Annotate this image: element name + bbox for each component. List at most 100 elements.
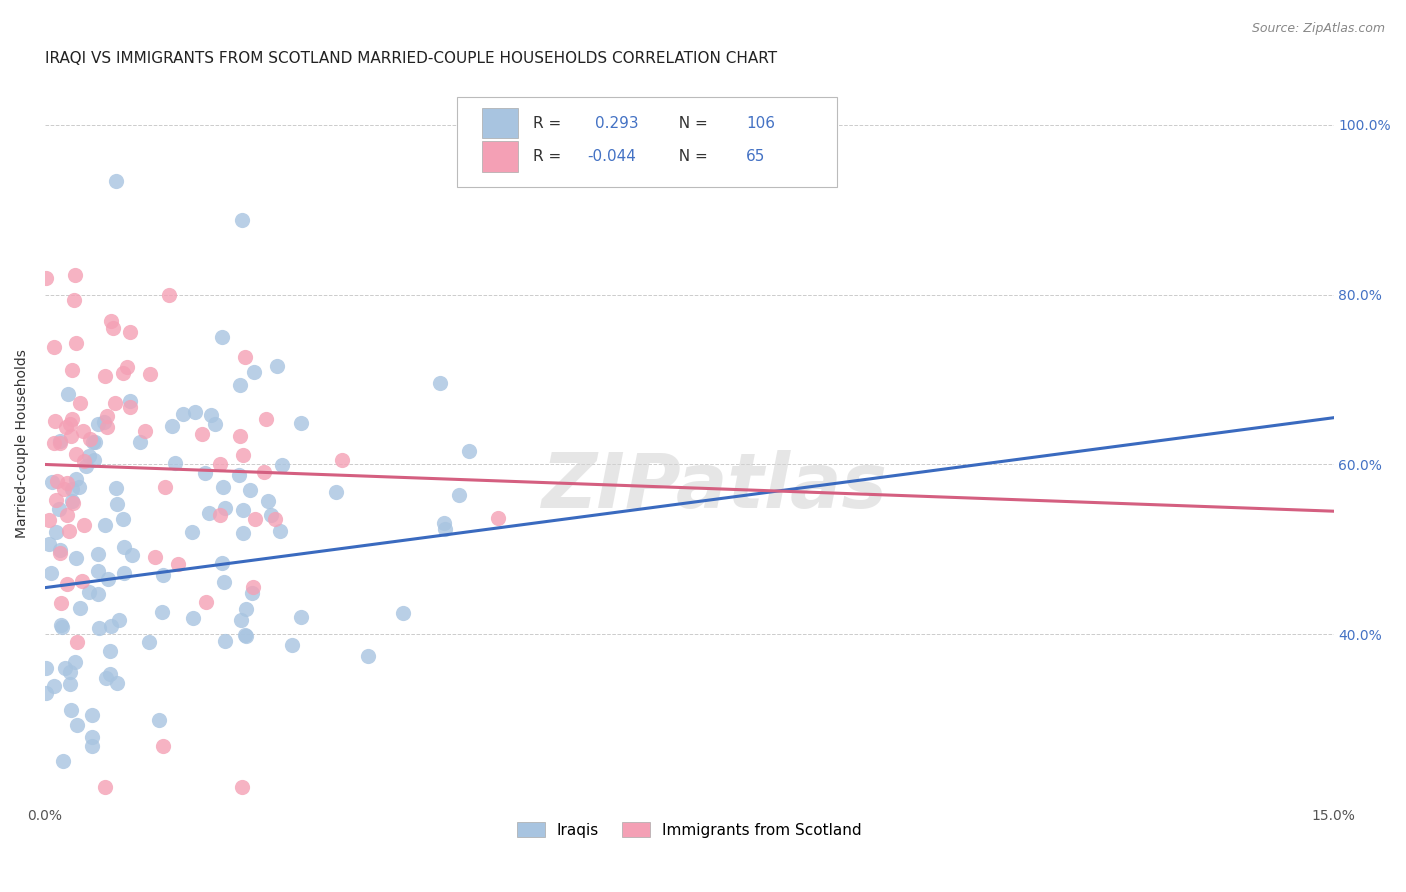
Point [45, 474, 67, 488]
Point [112, 566, 135, 580]
Point [63, 655, 86, 669]
Point [51, 619, 73, 633]
Point [458, 443, 481, 458]
Point [42, 436, 65, 450]
Point [65, 472, 87, 486]
Point [77, 450, 100, 464]
Point [52, 754, 75, 768]
Point [55, 577, 77, 591]
Point [56, 475, 79, 490]
Point [59, 417, 82, 431]
Point [243, 512, 266, 526]
Point [82, 708, 104, 723]
Point [128, 434, 150, 449]
Point [49, 434, 72, 448]
Point [42, 341, 65, 355]
Point [165, 456, 187, 470]
Point [96, 409, 118, 423]
Point [60, 482, 83, 496]
Point [269, 524, 291, 538]
Point [280, 638, 302, 652]
FancyBboxPatch shape [457, 96, 838, 186]
Point [139, 367, 162, 381]
Point [208, 457, 231, 471]
Point [233, 350, 256, 364]
Point [183, 405, 205, 419]
Point [49, 436, 72, 450]
Point [96, 672, 118, 686]
Point [232, 448, 254, 462]
Point [101, 321, 124, 335]
Point [93, 415, 115, 429]
Point [94, 780, 117, 795]
Point [53, 661, 76, 675]
Y-axis label: Married-couple Households: Married-couple Households [15, 349, 30, 538]
FancyBboxPatch shape [482, 141, 517, 171]
Point [214, 634, 236, 648]
Point [87, 417, 110, 431]
Point [80, 739, 103, 753]
Point [256, 494, 278, 508]
Point [65, 336, 87, 351]
Point [38, 537, 60, 551]
Point [82, 434, 104, 449]
Point [271, 458, 294, 472]
Point [69, 601, 91, 615]
Point [232, 525, 254, 540]
Point [290, 416, 312, 430]
Point [200, 409, 222, 423]
Point [53, 482, 76, 496]
Point [59, 677, 82, 691]
Point [100, 618, 122, 632]
Point [235, 628, 257, 642]
Point [89, 621, 111, 635]
Point [96, 419, 118, 434]
Point [98, 667, 121, 681]
Point [35, 270, 58, 285]
Point [45, 492, 67, 507]
Point [242, 580, 264, 594]
Point [232, 503, 254, 517]
Point [63, 268, 86, 283]
Point [60, 362, 83, 376]
Point [82, 730, 104, 744]
Point [84, 434, 107, 449]
Point [72, 425, 94, 439]
Point [231, 613, 253, 627]
Point [195, 594, 218, 608]
Point [212, 480, 235, 494]
Point [325, 485, 347, 500]
Point [235, 629, 257, 643]
Point [73, 518, 96, 533]
Point [235, 601, 257, 615]
Point [243, 366, 266, 380]
Point [198, 507, 221, 521]
Point [253, 465, 276, 479]
Text: -0.044: -0.044 [588, 149, 637, 164]
Point [392, 606, 415, 620]
Point [59, 429, 82, 443]
Point [231, 780, 253, 795]
Point [59, 703, 82, 717]
Point [67, 480, 90, 494]
Point [38, 513, 60, 527]
Text: R =: R = [533, 149, 567, 164]
Point [157, 288, 180, 302]
Legend: Iraqis, Immigrants from Scotland: Iraqis, Immigrants from Scotland [510, 816, 868, 844]
Point [87, 587, 110, 601]
Point [204, 417, 226, 431]
Point [263, 512, 285, 526]
Point [105, 174, 128, 188]
Point [153, 480, 176, 494]
Point [447, 488, 470, 502]
Point [49, 596, 72, 610]
Point [45, 524, 67, 539]
Point [79, 433, 101, 447]
Text: IRAQI VS IMMIGRANTS FROM SCOTLAND MARRIED-COUPLE HOUSEHOLDS CORRELATION CHART: IRAQI VS IMMIGRANTS FROM SCOTLAND MARRIE… [45, 51, 778, 66]
Point [134, 425, 156, 439]
Point [120, 325, 142, 339]
Point [111, 366, 134, 380]
Point [332, 453, 354, 467]
Point [73, 453, 96, 467]
Point [150, 605, 173, 619]
